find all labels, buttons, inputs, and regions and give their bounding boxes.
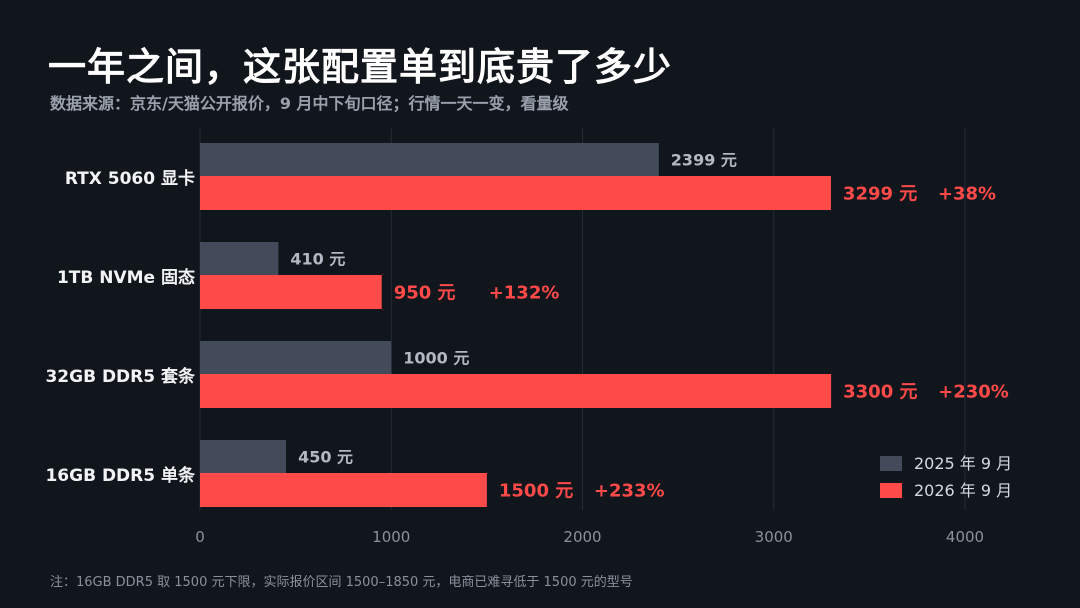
value-label-2026: 3299 元: [843, 184, 917, 205]
bar-2026: [200, 176, 831, 210]
category-label: 32GB DDR5 套条: [45, 366, 196, 387]
bar-2025: [200, 143, 659, 176]
bar-2025: [200, 341, 392, 374]
change-label: +132%: [489, 283, 560, 304]
bar-2025: [200, 242, 279, 275]
bar-2026: [200, 275, 382, 309]
change-label: +233%: [594, 481, 665, 502]
x-tick-label: 4000: [946, 528, 984, 546]
bar-2025: [200, 440, 287, 473]
chart-title: 一年之间，这张配置单到底贵了多少: [48, 45, 673, 89]
bar-2026: [200, 374, 832, 408]
label-layer: RTX 5060 显卡 2399 元 3299 元 +38% 1TB NVMe 固态 41…: [45, 151, 1008, 502]
bar-layer: [200, 143, 832, 507]
legend: 2025 年 9 月 2026 年 9 月: [880, 454, 1012, 500]
footnote: 注：16GB DDR5 取 1500 元下限，实际报价区间 1500–1850 …: [50, 575, 633, 590]
category-label: RTX 5060 显卡: [65, 168, 195, 189]
value-label-2026: 950 元: [394, 283, 456, 304]
x-tick-label: 2000: [563, 528, 601, 546]
x-tick-label: 0: [195, 528, 205, 546]
value-label-2026: 3300 元: [843, 382, 917, 403]
change-label: +38%: [938, 184, 996, 205]
value-label-2025: 2399 元: [671, 151, 737, 170]
x-tick-label: 3000: [755, 528, 793, 546]
legend-swatch: [880, 483, 902, 498]
category-label: 1TB NVMe 固态: [57, 267, 195, 288]
change-label: +230%: [938, 382, 1009, 403]
value-label-2026: 1500 元: [499, 481, 573, 502]
bar-2026: [200, 473, 487, 507]
chart-subtitle: 数据来源：京东/天猫公开报价，9 月中下旬口径；行情一天一变，看量级: [50, 94, 569, 113]
legend-label: 2026 年 9 月: [914, 481, 1012, 500]
value-label-2025: 450 元: [298, 448, 353, 467]
value-label-2025: 410 元: [290, 250, 345, 269]
legend-label: 2025 年 9 月: [914, 454, 1012, 473]
value-label-2025: 1000 元: [403, 349, 469, 368]
x-tick-label: 1000: [372, 528, 410, 546]
legend-swatch: [880, 456, 902, 471]
category-label: 16GB DDR5 单条: [45, 465, 196, 486]
